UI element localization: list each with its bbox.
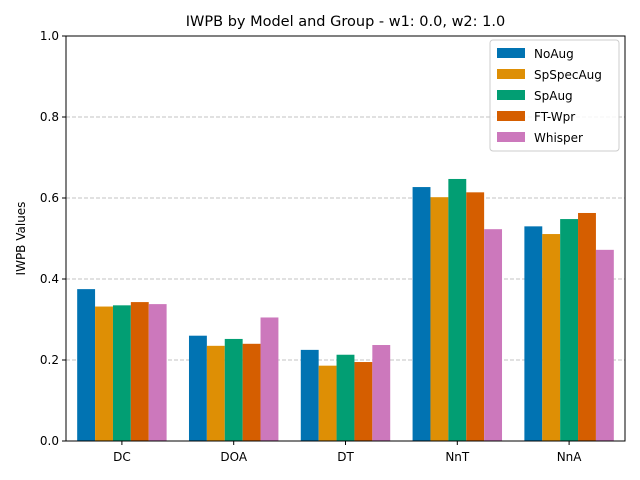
x-tick-label: DOA [220,450,247,464]
x-tick-label: DT [337,450,354,464]
legend-label: Whisper [534,131,583,145]
bar-noaug-doa [188,335,207,441]
bar-spspecaug-nna [542,234,561,441]
bar-whisper-dt [372,345,391,441]
legend-swatch [497,48,525,58]
legend: NoAug SpSpecAug SpAug FT-Wpr Whisper [489,39,620,152]
bar-spspecaug-dt [318,365,337,441]
y-tick-label: 1.0 [40,29,59,43]
legend-swatch [497,90,525,100]
bar-ft-wpr-nna [578,212,596,441]
bar-whisper-nna [595,249,614,441]
chart-title: IWPB by Model and Group - w1: 0.0, w2: 1… [186,14,505,30]
bar-ft-wpr-dc [130,302,149,441]
x-tick-label: DC [113,450,131,464]
bar-noaug-dt [300,349,319,441]
y-tick-label: 0.2 [40,353,59,367]
bar-spaug-doa [224,338,243,441]
x-axis: DC DOA DT NnT NnA [113,441,582,464]
bar-ft-wpr-nnt [466,192,485,441]
y-axis-label: IWPB Values [14,202,28,276]
bar-spaug-nnt [448,178,467,441]
bar-ft-wpr-doa [242,343,261,441]
legend-label: SpAug [534,89,573,103]
bars [77,178,614,441]
legend-swatch [497,69,525,79]
legend-label: FT-Wpr [534,110,575,124]
bar-whisper-doa [260,317,279,441]
bar-noaug-dc [77,289,96,441]
x-tick-label: NnT [445,450,470,464]
legend-label: SpSpecAug [534,68,602,82]
legend-swatch [497,132,525,142]
bar-noaug-nnt [412,187,431,441]
y-axis: 0.0 0.2 0.4 0.6 0.8 1.0 [40,29,66,448]
legend-swatch [497,111,525,121]
y-tick-label: 0.0 [40,434,59,448]
bar-spaug-dt [336,354,355,441]
bar-spspecaug-dc [95,306,113,441]
x-tick-label: NnA [557,450,583,464]
bar-spaug-dc [112,305,131,441]
bar-spaug-nna [560,219,579,441]
legend-box [489,39,620,152]
bar-whisper-dc [148,304,167,441]
bar-spspecaug-doa [206,345,225,441]
y-tick-label: 0.6 [40,191,59,205]
bar-ft-wpr-dt [354,362,373,441]
y-tick-label: 0.8 [40,110,59,124]
bar-spspecaug-nnt [430,197,449,441]
bar-whisper-nnt [484,229,503,441]
y-tick-label: 0.4 [40,272,59,286]
legend-label: NoAug [534,47,574,61]
bar-noaug-nna [524,226,543,441]
